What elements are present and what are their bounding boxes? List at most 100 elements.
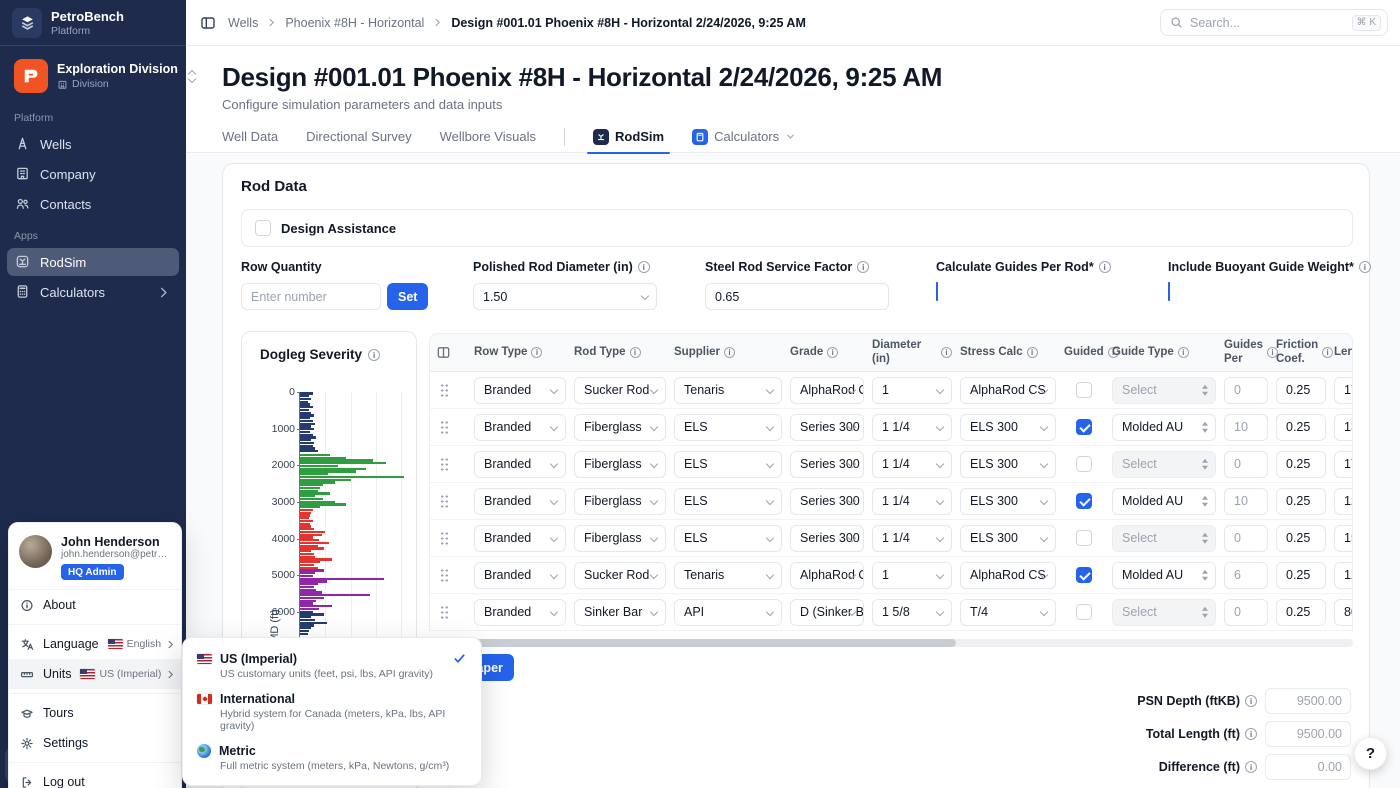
menu-item-tours[interactable]: Tours — [9, 698, 181, 728]
friction-coef-input[interactable]: 0.25 — [1276, 450, 1326, 478]
guide-type-select[interactable]: Molded AU — [1112, 413, 1216, 441]
length-input[interactable]: 170 — [1334, 376, 1352, 404]
supplier-select[interactable]: Tenaris — [674, 561, 782, 589]
stress-calc-select[interactable]: AlphaRod CS — [960, 376, 1056, 404]
guide-type-select[interactable]: Select — [1112, 598, 1216, 626]
info-icon[interactable] — [368, 348, 381, 361]
guide-type-select[interactable]: Molded AU — [1112, 487, 1216, 515]
info-icon[interactable] — [1245, 728, 1257, 740]
scrollbar-thumb[interactable] — [429, 639, 956, 647]
info-icon[interactable] — [531, 347, 543, 358]
sidebar-item-calculators[interactable]: Calculators — [7, 278, 179, 306]
drag-handle-icon[interactable] — [440, 605, 449, 619]
menu-item-language[interactable]: Language English — [9, 629, 181, 659]
buoyant-guide-weight-checkbox[interactable] — [1168, 282, 1170, 301]
guide-type-select[interactable]: Select — [1112, 376, 1216, 404]
rod-type-select[interactable]: Fiberglass — [574, 524, 666, 552]
diameter-select[interactable]: 1 — [872, 561, 952, 589]
diameter-select[interactable]: 1 5/8 — [872, 598, 952, 626]
guides-per-input[interactable]: 10 — [1224, 487, 1268, 515]
drag-handle-icon[interactable] — [440, 494, 449, 508]
row-quantity-input[interactable]: Enter number — [241, 283, 381, 310]
sidebar-item-company[interactable]: Company — [7, 160, 179, 188]
menu-item-log-out[interactable]: Log out — [9, 767, 181, 788]
grade-select[interactable]: AlphaRod CS — [790, 561, 864, 589]
info-icon[interactable] — [1245, 761, 1257, 773]
grade-select[interactable]: Series 300 — [790, 450, 864, 478]
friction-coef-input[interactable]: 0.25 — [1276, 598, 1326, 626]
tab-rodsim[interactable]: RodSim — [586, 120, 671, 154]
row-type-select[interactable]: Branded — [474, 524, 566, 552]
info-icon[interactable] — [827, 347, 839, 358]
guided-checkbox[interactable] — [1076, 382, 1092, 398]
guided-checkbox[interactable] — [1076, 419, 1092, 435]
tab-well-data[interactable]: Well Data — [222, 120, 278, 153]
info-icon[interactable] — [724, 347, 736, 358]
stress-calc-select[interactable]: ELS 300 — [960, 487, 1056, 515]
total-value-input[interactable]: 9500.00 — [1265, 688, 1351, 714]
drag-handle-icon[interactable] — [440, 383, 449, 397]
diameter-select[interactable]: 1 1/4 — [872, 450, 952, 478]
guide-type-select[interactable]: Select — [1112, 524, 1216, 552]
info-icon[interactable] — [1107, 347, 1119, 358]
row-type-select[interactable]: Branded — [474, 598, 566, 626]
rod-type-select[interactable]: Fiberglass — [574, 487, 666, 515]
units-option-international[interactable]: International Hybrid system for Canada (m… — [183, 686, 481, 738]
tab-directional-survey[interactable]: Directional Survey — [306, 120, 412, 153]
guided-checkbox[interactable] — [1076, 604, 1092, 620]
drag-handle-icon[interactable] — [440, 531, 449, 545]
steel-rod-service-factor-input[interactable]: 0.65 — [705, 283, 889, 310]
grade-select[interactable]: Series 300 — [790, 487, 864, 515]
diameter-select[interactable]: 1 1/4 — [872, 524, 952, 552]
row-type-select[interactable]: Branded — [474, 413, 566, 441]
horizontal-scrollbar[interactable] — [429, 639, 1353, 647]
diameter-select[interactable]: 1 1/4 — [872, 413, 952, 441]
guide-type-select[interactable]: Select — [1112, 450, 1216, 478]
info-icon[interactable] — [629, 347, 641, 358]
info-icon[interactable] — [1266, 347, 1278, 358]
stress-calc-select[interactable]: T/4 — [960, 598, 1056, 626]
supplier-select[interactable]: ELS — [674, 413, 782, 441]
length-input[interactable]: 120 — [1334, 561, 1352, 589]
supplier-select[interactable]: ELS — [674, 487, 782, 515]
grade-select[interactable]: Series 300 — [790, 524, 864, 552]
guided-checkbox[interactable] — [1076, 456, 1092, 472]
breadcrumb-item[interactable]: Phoenix #8H - Horizontal — [285, 15, 425, 30]
length-input[interactable]: 150 — [1334, 524, 1352, 552]
supplier-select[interactable]: Tenaris — [674, 376, 782, 404]
help-button[interactable]: ? — [1354, 737, 1387, 770]
diameter-select[interactable]: 1 — [872, 376, 952, 404]
rod-type-select[interactable]: Sinker Bar — [574, 598, 666, 626]
guided-checkbox[interactable] — [1076, 493, 1092, 509]
rod-type-select[interactable]: Fiberglass — [574, 450, 666, 478]
drag-handle-icon[interactable] — [440, 568, 449, 582]
menu-item-settings[interactable]: Settings — [9, 728, 181, 758]
guided-checkbox[interactable] — [1076, 530, 1092, 546]
guides-per-input[interactable]: 10 — [1224, 413, 1268, 441]
row-type-select[interactable]: Branded — [474, 487, 566, 515]
info-icon[interactable] — [1322, 347, 1334, 358]
length-input[interactable]: 170 — [1334, 450, 1352, 478]
grade-select[interactable]: Series 300 — [790, 413, 864, 441]
friction-coef-input[interactable]: 0.25 — [1276, 561, 1326, 589]
length-input[interactable]: 80 — [1334, 598, 1352, 626]
sidebar-item-contacts[interactable]: Contacts — [7, 190, 179, 218]
guides-per-input[interactable]: 0 — [1224, 598, 1268, 626]
info-icon[interactable] — [1026, 347, 1038, 358]
rod-type-select[interactable]: Sucker Rod — [574, 376, 666, 404]
friction-coef-input[interactable]: 0.25 — [1276, 487, 1326, 515]
tab-calculators[interactable]: Calculators — [692, 120, 796, 153]
row-type-select[interactable]: Branded — [474, 450, 566, 478]
length-input[interactable]: 125 — [1334, 487, 1352, 515]
design-assistance-checkbox[interactable] — [255, 220, 271, 236]
grade-select[interactable]: AlphaRod CS — [790, 376, 864, 404]
friction-coef-input[interactable]: 0.25 — [1276, 376, 1326, 404]
info-icon[interactable] — [1177, 347, 1189, 358]
polished-rod-diameter-select[interactable]: 1.50 — [473, 283, 657, 310]
supplier-select[interactable]: ELS — [674, 524, 782, 552]
menu-item-about[interactable]: About — [9, 590, 181, 620]
drag-handle-icon[interactable] — [440, 420, 449, 434]
supplier-select[interactable]: API — [674, 598, 782, 626]
breadcrumb-item[interactable]: Wells — [228, 15, 259, 30]
length-input[interactable]: 135 — [1334, 413, 1352, 441]
